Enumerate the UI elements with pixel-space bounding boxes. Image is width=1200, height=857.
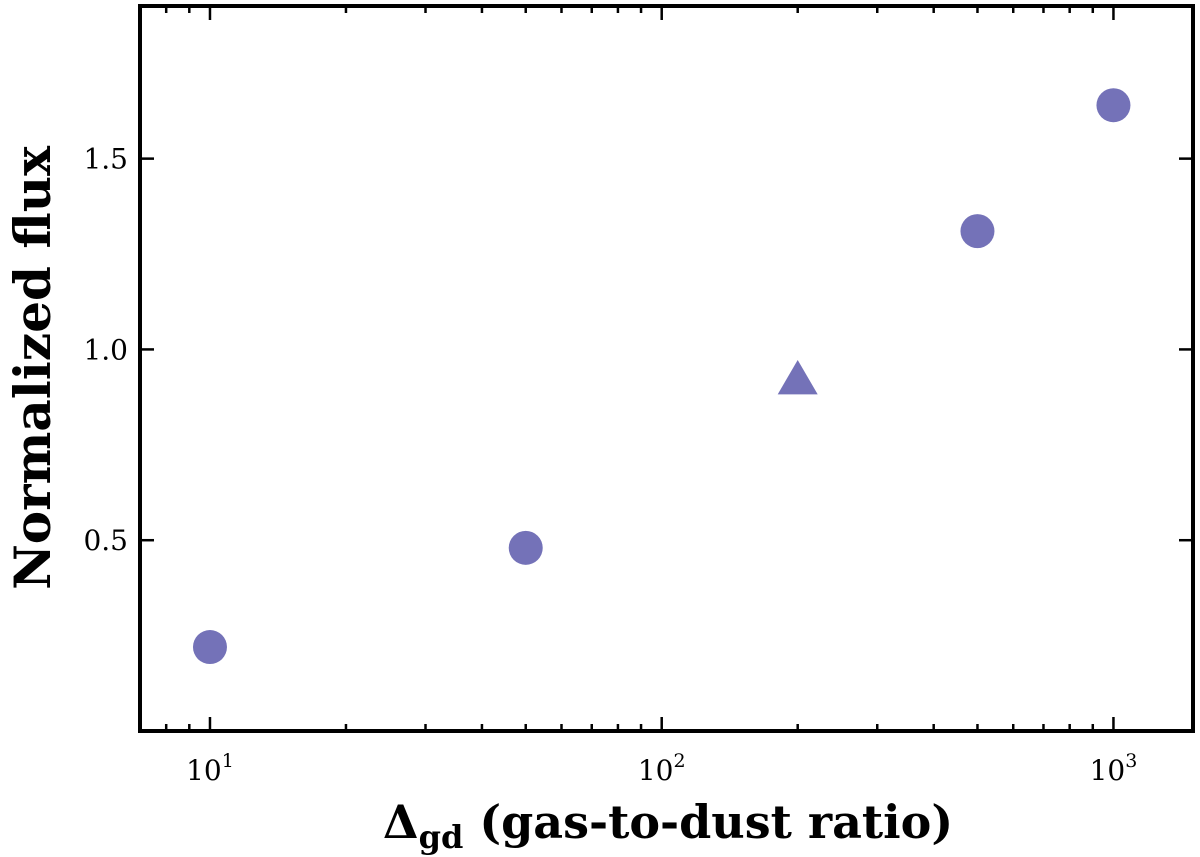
y-axis-label: Normalized flux [3,145,62,590]
data-point-triangle [777,359,818,395]
y-tick-label: 1.5 [83,143,128,176]
x-tick-label-base: 10 [1090,754,1126,787]
x-tick-label-base: 10 [638,754,674,787]
x-tick-label: 101 [186,750,234,787]
x-tick-label-exponent: 3 [1125,750,1137,772]
ticks [138,6,1193,731]
x-axis-label-subscript: gd [419,818,464,856]
x-axis-label: Δgd (gas-to-dust ratio) [383,795,953,856]
data-point-circle [192,630,227,665]
x-tick-label-base: 10 [186,754,222,787]
data-point-circle [960,214,995,249]
x-axis-label-main: Δ [383,795,419,849]
y-tick-label: 0.5 [83,524,128,557]
data-point-circle [508,530,543,565]
x-tick-label: 103 [1090,750,1138,787]
x-tick-label-exponent: 1 [222,750,234,772]
x-axis-label-rest: (gas-to-dust ratio) [463,795,953,849]
data-point-circle [1096,88,1131,123]
x-tick-label-exponent: 2 [673,750,685,772]
plot-frame [138,4,1195,733]
x-tick-label: 102 [638,750,686,787]
data-points [192,88,1131,665]
y-tick-label: 1.0 [83,333,128,366]
